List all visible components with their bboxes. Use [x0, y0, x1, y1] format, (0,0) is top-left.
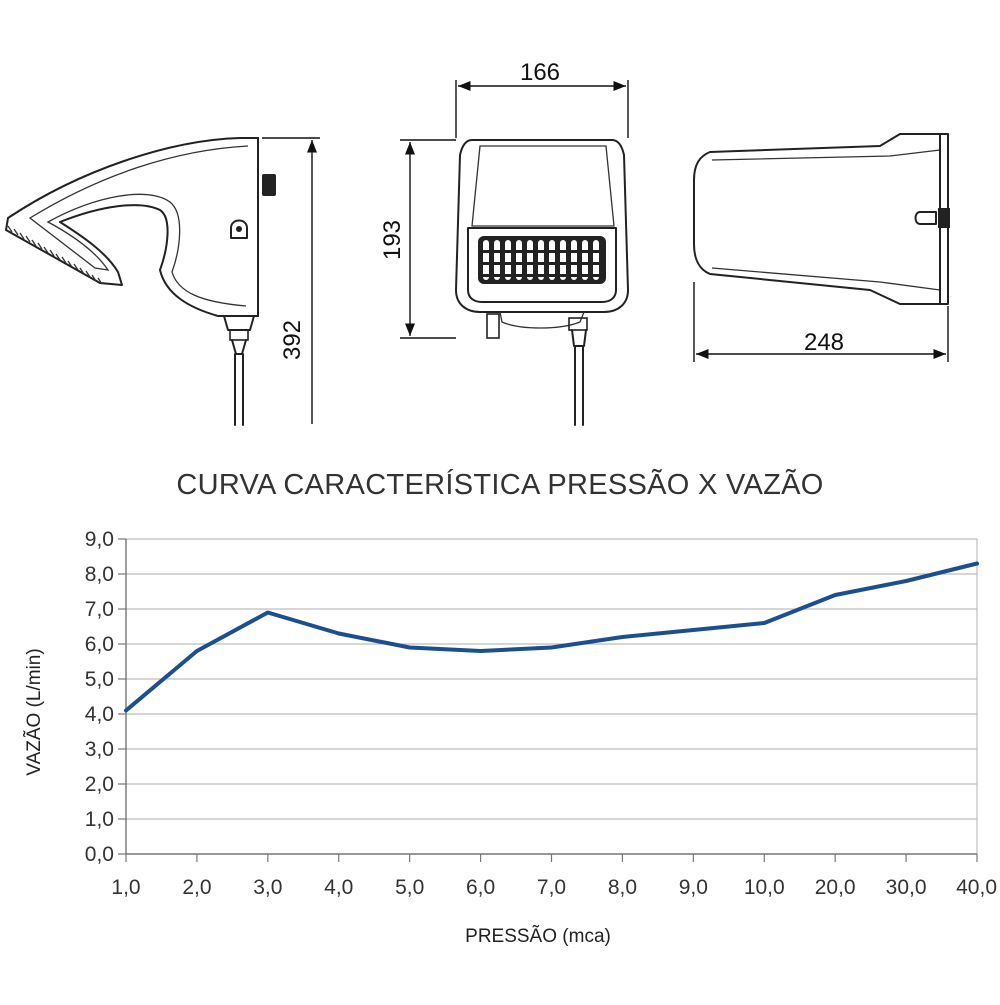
x-tick-label: 2,0 — [182, 876, 211, 899]
data-point — [833, 593, 837, 597]
x-tick-label: 4,0 — [324, 876, 353, 899]
technical-drawing: 166 193 392 248 — [5, 59, 950, 426]
data-point — [195, 649, 199, 653]
x-tick-label: 30,0 — [886, 876, 927, 899]
dimension-166-label: 166 — [520, 59, 560, 86]
shower-top-view — [693, 133, 950, 305]
data-point — [337, 632, 341, 635]
data-point — [266, 611, 270, 614]
y-tick-label: 3,0 — [85, 738, 114, 761]
dimension-193-label: 193 — [379, 220, 406, 260]
y-tick-label: 5,0 — [85, 668, 114, 691]
y-tick-label: 8,0 — [85, 563, 114, 586]
y-tick-label: 6,0 — [85, 633, 114, 656]
dimension-248: 248 — [693, 282, 949, 362]
shower-front-view — [455, 139, 629, 426]
grid-lines — [126, 538, 978, 854]
x-tick-label: 6,0 — [466, 876, 495, 899]
shower-side-view — [5, 137, 276, 426]
x-tick-label: 9,0 — [679, 876, 708, 899]
y-tick-label: 2,0 — [85, 773, 114, 796]
x-axis-label: PRESSÃO (mca) — [465, 925, 611, 947]
dimension-392: 392 — [262, 137, 320, 424]
data-point — [479, 649, 483, 653]
axes — [118, 538, 978, 862]
grille-pattern — [478, 236, 606, 284]
dimension-392-label: 392 — [279, 320, 306, 360]
x-tick-label: 5,0 — [395, 876, 424, 899]
y-axis-label: VAZÃO (L/min) — [23, 648, 45, 775]
series-line — [124, 561, 979, 713]
y-tick-label: 4,0 — [85, 703, 114, 726]
data-point — [408, 646, 412, 649]
series-layer — [124, 561, 979, 713]
data-point — [975, 562, 979, 565]
data-point — [904, 579, 908, 583]
x-tick-label: 10,0 — [744, 876, 785, 899]
y-tick-label: 0,0 — [85, 843, 114, 866]
data-point — [762, 621, 766, 625]
dimension-248-label: 248 — [804, 329, 844, 356]
dimension-166: 166 — [455, 59, 629, 138]
data-point — [691, 628, 695, 632]
data-point — [550, 646, 553, 649]
data-point — [620, 635, 624, 639]
y-tick-label: 7,0 — [85, 598, 114, 621]
data-point — [124, 709, 128, 712]
chart-title: CURVA CARACTERÍSTICA PRESSÃO X VAZÃO — [176, 467, 823, 501]
x-tick-label: 1,0 — [111, 876, 140, 899]
dimension-193: 193 — [379, 139, 456, 339]
x-tick-label: 7,0 — [537, 876, 566, 899]
y-tick-label: 1,0 — [85, 808, 114, 831]
x-tick-label: 3,0 — [253, 876, 282, 899]
x-tick-label: 20,0 — [815, 876, 856, 899]
y-tick-label: 9,0 — [85, 528, 114, 551]
pressure-flow-chart: CURVA CARACTERÍSTICA PRESSÃO X VAZÃO 0,0… — [23, 467, 997, 947]
x-tick-label: 8,0 — [608, 876, 637, 899]
x-tick-label: 40,0 — [956, 876, 997, 899]
x-tick-labels: 1,0 2,0 3,0 4,0 5,0 6,0 7,0 8,0 9,0 10,0 20,0 30,0 4… — [111, 876, 997, 899]
y-tick-labels: 0,0 1,0 2,0 3,0 4,0 5,0 6,0 7,0 8,0 9,0 — [85, 528, 114, 866]
